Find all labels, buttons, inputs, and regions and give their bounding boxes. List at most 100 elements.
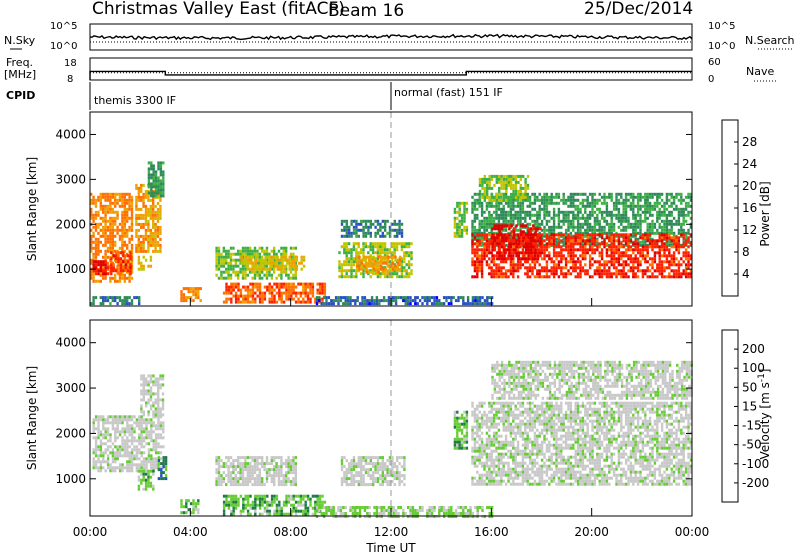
heatmap-cell-power-3 (144, 228, 148, 232)
heatmap-cell-power-0 (123, 201, 126, 205)
heatmap-cell-power-17 (598, 245, 601, 249)
heatmap-cell-power-8 (225, 297, 228, 301)
heatmap-cell-power-3 (152, 234, 155, 238)
heatmap-cell-power-17 (668, 263, 671, 267)
heatmap-cell-power-15 (668, 192, 671, 196)
heatmap-cell-power-13 (450, 296, 453, 300)
heatmap-cell-power-0 (118, 198, 122, 202)
heatmap-cell-power-17 (641, 257, 645, 261)
heatmap-cell-power-0 (104, 273, 107, 277)
heatmap-cell-power-13 (409, 296, 412, 300)
heatmap-cell-power-12 (376, 231, 380, 235)
heatmap-cell-power-8 (266, 288, 269, 292)
heatmap-cell-power-3 (140, 222, 143, 226)
heatmap-cell-power-14 (456, 225, 459, 229)
heatmap-cell-power-15 (509, 201, 513, 205)
heatmap-cell-power-17 (490, 239, 493, 243)
heatmap-cell-power-0 (121, 240, 124, 244)
heatmap-cell-power-10 (393, 248, 396, 252)
heatmap-cell-power-3 (137, 198, 140, 202)
heatmap-cell-power-8 (316, 291, 319, 295)
heatmap-cell-power-8 (299, 294, 303, 298)
heatmap-cell-velocity-1 (149, 407, 153, 411)
heatmap-cell-power-0 (102, 207, 105, 211)
heatmap-cell-power-8 (287, 288, 291, 292)
heatmap-cell-power-8 (254, 285, 257, 289)
heatmap-cell-power-15 (644, 219, 647, 223)
heatmap-cell-power-8 (249, 288, 252, 292)
heatmap-cell-power-15 (658, 192, 661, 196)
heatmap-cell-power-17 (617, 233, 621, 237)
heatmap-cell-power-3 (142, 216, 145, 220)
heatmap-cell-power-3 (154, 231, 157, 235)
heatmap-cell-power-0 (130, 195, 134, 199)
heatmap-cell-power-16 (524, 183, 527, 187)
heatmap-cell-power-7 (227, 249, 230, 253)
heatmap-cell-power-1 (97, 269, 100, 273)
heatmap-cell-power-17 (670, 260, 673, 264)
heatmap-cell-power-18 (515, 254, 518, 258)
heatmap-cell-power-0 (99, 270, 102, 274)
heatmap-cell-power-14 (465, 207, 469, 211)
heatmap-cell-power-15 (586, 219, 589, 223)
heatmap-cell-power-7 (222, 261, 225, 265)
heatmap-cell-power-9 (281, 258, 284, 262)
heatmap-cell-power-0 (90, 261, 93, 265)
heatmap-cell-power-15 (543, 192, 546, 196)
heatmap-cell-power-15 (656, 195, 659, 199)
heatmap-cell-power-18 (532, 239, 535, 243)
heatmap-cell-velocity-0 (142, 466, 146, 470)
heatmap-cell-power-10 (350, 272, 353, 276)
heatmap-cell-power-4 (162, 170, 165, 174)
heatmap-cell-power-3 (135, 213, 138, 217)
heatmap-cell-velocity-0 (121, 436, 124, 440)
heatmap-cell-power-17 (572, 257, 575, 261)
heatmap-cell-power-17 (672, 269, 676, 273)
heatmap-cell-power-10 (340, 272, 344, 276)
heatmap-cell-velocity-0 (138, 451, 141, 455)
heatmap-cell-velocity-3 (160, 471, 163, 475)
heatmap-cell-power-0 (102, 231, 105, 235)
heatmap-cell-power-15 (612, 225, 616, 229)
heatmap-cell-power-17 (579, 266, 582, 270)
heatmap-cell-power-17 (610, 275, 613, 279)
heatmap-cell-power-4 (152, 173, 155, 177)
heatmap-cell-velocity-1 (161, 377, 165, 381)
heatmap-cell-power-15 (545, 210, 549, 214)
heatmap-cell-power-11 (365, 264, 368, 268)
heatmap-cell-power-12 (400, 234, 404, 238)
heatmap-cell-power-17 (545, 269, 549, 273)
heatmap-cell-power-10 (405, 251, 408, 255)
heatmap-cell-power-9 (302, 258, 306, 262)
heatmap-cell-power-17 (663, 233, 666, 237)
heatmap-cell-velocity-3 (160, 468, 163, 472)
heatmap-cell-velocity-0 (140, 430, 143, 434)
heatmap-cell-power-0 (90, 240, 93, 244)
heatmap-cell-power-0 (92, 234, 95, 238)
heatmap-cell-power-3 (154, 240, 157, 244)
heatmap-cell-power-15 (608, 228, 611, 232)
heatmap-cell-velocity-0 (150, 466, 153, 470)
heatmap-cell-power-9 (276, 258, 279, 262)
heatmap-cell-power-2 (110, 263, 113, 267)
heatmap-cell-velocity-0 (152, 439, 155, 443)
heatmap-cell-power-0 (123, 243, 126, 247)
heatmap-cell-power-10 (364, 245, 368, 249)
heatmap-cell-velocity-0 (111, 469, 115, 473)
heatmap-cell-power-17 (586, 269, 589, 273)
heatmap-cell-power-15 (548, 198, 551, 202)
heatmap-cell-power-11 (355, 261, 359, 265)
heatmap-cell-power-17 (579, 242, 582, 246)
heatmap-cell-power-17 (569, 266, 573, 270)
heatmap-cell-power-17 (564, 248, 568, 252)
heatmap-cell-velocity-1 (159, 410, 162, 414)
heatmap-cell-velocity-0 (128, 430, 131, 434)
heatmap-cell-power-0 (94, 216, 98, 220)
heatmap-cell-velocity-1 (154, 407, 157, 411)
heatmap-cell-power-3 (147, 237, 150, 241)
heatmap-cell-power-17 (598, 272, 601, 276)
heatmap-cell-power-13 (325, 302, 328, 306)
heatmap-cell-power-12 (352, 228, 356, 232)
heatmap-cell-power-15 (485, 228, 489, 232)
